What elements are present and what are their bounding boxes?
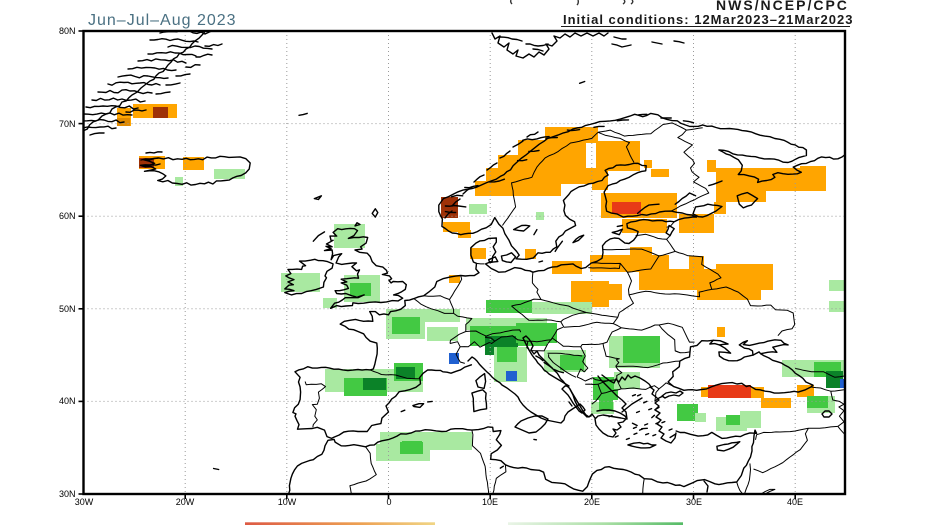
svg-text:10W: 10W	[278, 497, 297, 507]
svg-text:NWS/NCEP/CPC: NWS/NCEP/CPC	[716, 0, 849, 13]
svg-text:20E: 20E	[584, 497, 600, 507]
svg-text:0: 0	[386, 497, 391, 507]
svg-text:40N: 40N	[59, 396, 76, 406]
svg-text:40E: 40E	[787, 497, 803, 507]
svg-text:80N: 80N	[59, 26, 76, 36]
svg-text:30E: 30E	[686, 497, 702, 507]
svg-text:30W: 30W	[75, 497, 94, 507]
svg-text:60N: 60N	[59, 211, 76, 221]
svg-text:50N: 50N	[59, 304, 76, 314]
svg-text:20W: 20W	[176, 497, 195, 507]
svg-text:30N: 30N	[59, 489, 76, 499]
svg-text:10E: 10E	[482, 497, 498, 507]
svg-text:70N: 70N	[59, 119, 76, 129]
svg-text:Jun–Jul–Aug 2023: Jun–Jul–Aug 2023	[88, 12, 237, 29]
svg-text:Initial conditions: 12Mar2023–: Initial conditions: 12Mar2023–21Mar2023	[563, 12, 853, 27]
